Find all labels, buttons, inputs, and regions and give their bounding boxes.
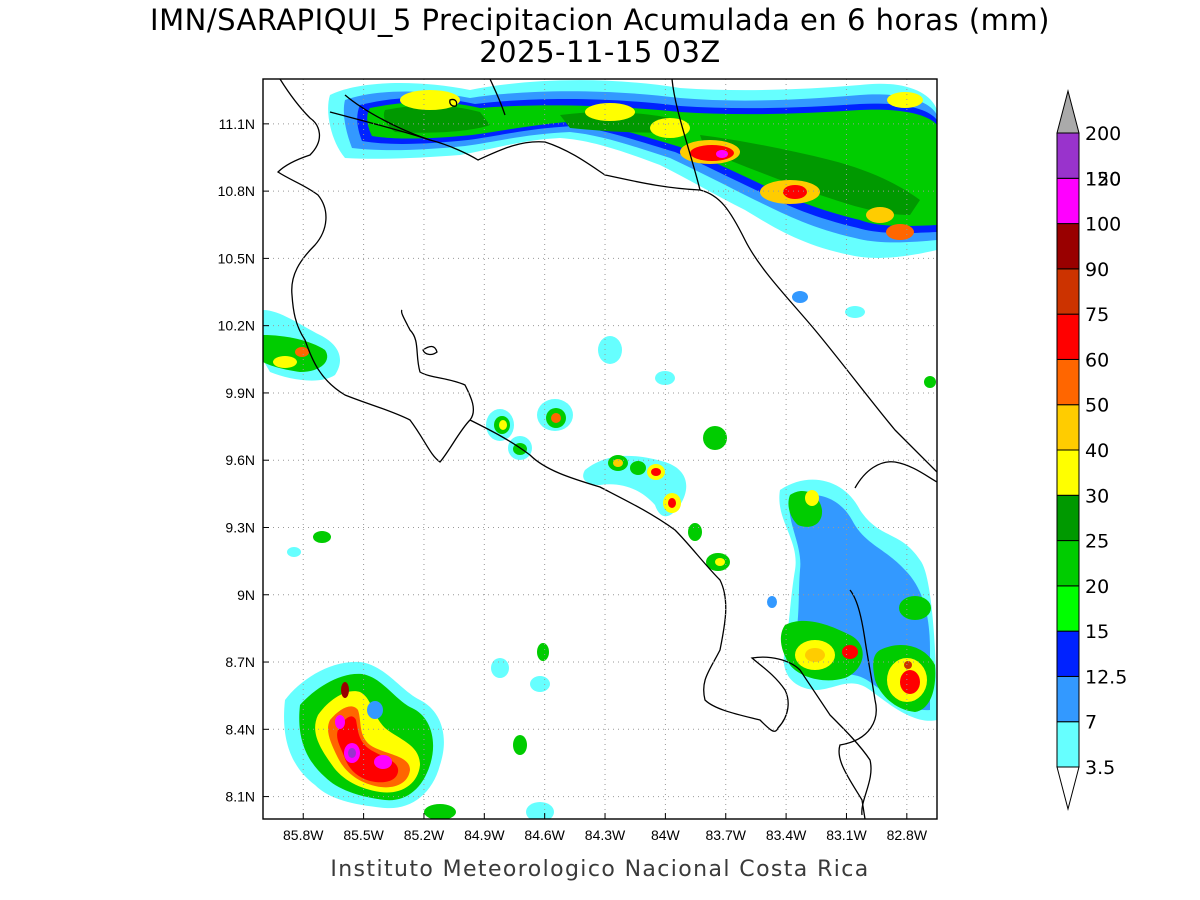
colorbar-label: 15 [1085,621,1109,643]
precip-cell-60 [900,670,920,694]
colorbar-arrow-top [1056,89,1080,134]
credit-text: Instituto Meteorologico Nacional Costa R… [330,857,870,882]
plot-frame [262,78,938,820]
precip-cell-30 [650,118,690,138]
colorbar-label: 7 [1085,712,1097,734]
precip-cell-60 [842,645,858,659]
precip-cell-100 [374,755,392,769]
colorbar-swatch [1056,132,1080,179]
pacific-coast-north [276,79,474,463]
lon-tick-label: 84.9W [464,827,505,843]
precip-cell-90 [341,682,349,698]
lon-tick-label: 83.1W [826,827,867,843]
colorbar-label: 120 [1085,168,1121,190]
colorbar-swatch [1056,675,1080,723]
colorbar-swatch [1056,404,1080,451]
lat-tick-label: 11.1N [219,116,255,132]
grid-lines [263,79,937,819]
colorbar-label: 60 [1085,349,1109,371]
precip-cell-50 [886,224,914,240]
colorbar-label: 75 [1085,304,1109,326]
lat-tick-label: 8.7N [225,654,255,670]
precip-cell-60 [783,185,807,199]
caribbean-coast-south [854,461,937,489]
colorbar: 3.5 7 12.5 15 20 25 30 40 50 60 75 90 100 120 200 150 [1056,89,1127,811]
precip-cell-3 [526,802,554,819]
colorbar-label: 90 [1085,259,1109,281]
precip-cell-7 [767,596,777,608]
border-nw [344,94,431,141]
panama-border [838,589,877,819]
map-datetime: 2025-11-15 03Z [479,35,721,69]
colorbar-swatch [1056,721,1080,768]
colorbar-swatch [1056,494,1080,542]
colorbar-swatch [1056,449,1080,496]
border-ne [671,79,701,191]
colorbar-swatch [1056,630,1080,677]
precip-cell-30 [585,103,635,121]
lon-tick-label: 84.3W [585,827,626,843]
lon-tick-label: 85.2W [404,827,445,843]
pacific-coast-central [469,419,872,816]
nicoya-island [422,345,438,356]
precip-cell-100 [335,715,345,729]
precip-cell-15 [424,804,456,819]
lon-tick-label: 83.4W [766,827,807,843]
nicaragua-border [329,111,937,473]
colorbar-label: 150 [1085,168,1121,190]
colorbar-swatch [1056,358,1080,406]
lon-tick-label: 85.8W [283,827,324,843]
border-n [489,79,506,116]
colorbar-label: 100 [1085,214,1121,236]
colorbar-swatch [1056,585,1080,632]
colorbar-label: 12.5 [1085,666,1127,688]
colorbar-label: 50 [1085,395,1109,417]
axis-ticks: 85.8W 85.5W 85.2W 84.9W 84.6W 84.3W 84W 83.7W 83… [218,116,928,843]
colorbar-swatch [1056,177,1080,225]
precip-cell-50 [805,648,825,662]
lat-tick-label: 10.2N [218,318,255,334]
colorbar-label: 25 [1085,531,1109,553]
precip-cell-90 [904,661,912,669]
precip-cell-30 [805,490,819,506]
lon-tick-label: 84W [651,827,681,843]
coastlines [276,79,937,819]
lon-tick-label: 83.7W [706,827,747,843]
colorbar-swatch [1056,540,1080,587]
precip-cell-120 [348,748,356,758]
precip-central-cells [287,291,936,755]
precip-cell-30 [273,356,297,368]
lat-tick-label: 9.9N [225,385,255,401]
lat-tick-label: 9N [237,587,255,603]
precip-cell-50 [295,347,309,357]
colorbar-swatch [1056,268,1080,315]
lat-tick-label: 10.8N [218,183,255,199]
precip-cell-30 [400,90,460,110]
precip-cell-7 [367,701,383,719]
lon-tick-label: 85.5W [343,827,384,843]
lat-tick-label: 8.1N [225,789,255,805]
lon-tick-label: 82.8W [887,827,928,843]
lat-tick-label: 9.3N [225,519,255,535]
precip-cell-30 [887,92,923,108]
precip-cell-15 [899,596,931,620]
precip-cell-40 [866,207,894,223]
colorbar-label: 200 [1085,123,1121,145]
colorbar-label: 20 [1085,576,1109,598]
lat-tick-label: 8.4N [225,721,255,737]
colorbar-label: 3.5 [1085,757,1115,779]
lat-tick-label: 10.5N [218,250,255,266]
inland-lake [449,98,458,107]
lon-tick-label: 84.6W [524,827,565,843]
colorbar-arrow-bottom [1056,766,1080,811]
colorbar-label: 30 [1085,485,1109,507]
precip-cell-100 [716,150,728,158]
precipitation-field [263,80,937,819]
colorbar-label: 40 [1085,440,1109,462]
colorbar-swatch [1056,223,1080,270]
lat-tick-label: 9.6N [225,452,255,468]
colorbar-swatch [1056,313,1080,360]
map-title: IMN/SARAPIQUI_5 Precipitacion Acumulada … [150,3,1050,37]
